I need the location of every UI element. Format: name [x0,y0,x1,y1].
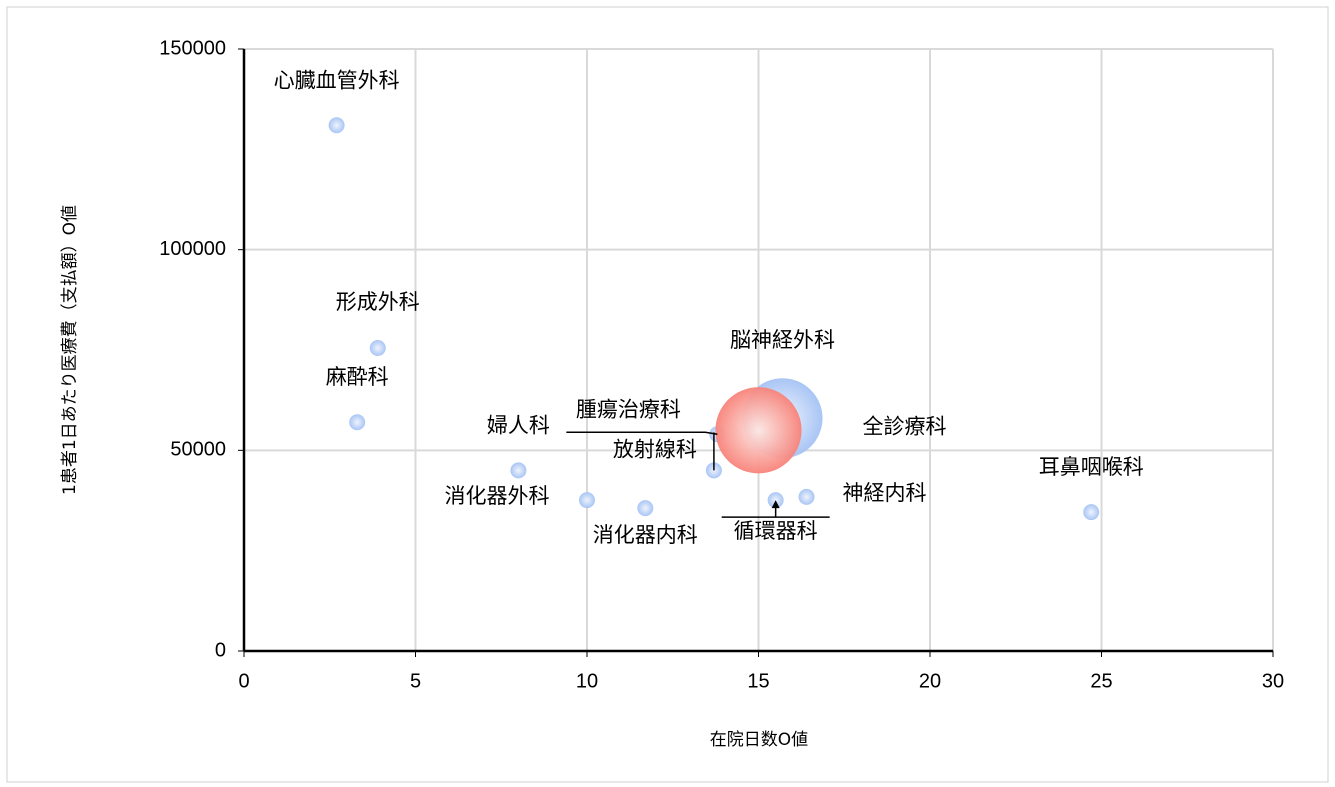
data-label: 心臓血管外科 [274,68,400,92]
data-label: 耳鼻咽喉科 [1039,455,1144,479]
x-tick-label: 20 [919,670,941,692]
data-label: 腫瘍治療科 [576,397,681,421]
data-label: 脳神経外科 [730,328,835,352]
bubble [579,492,595,509]
data-label: 消化器外科 [445,484,550,508]
bubble [715,387,802,474]
data-label: 全診療科 [863,414,947,438]
x-tick-label: 0 [238,670,249,692]
y-tick-label: 50000 [170,439,226,461]
bubble [637,500,654,517]
bubble [510,462,527,479]
y-axis-title: 1患者1日あたり医療費（支払額）O値 [60,205,80,495]
data-label: 放射線科 [613,437,697,461]
x-axis-title: 在院日数O値 [710,730,808,750]
data-label: 麻酔科 [326,365,389,389]
x-tick-label: 15 [747,670,769,692]
bubble [1083,504,1100,521]
y-tick-label: 0 [215,639,226,661]
chart-frame [6,6,1329,783]
data-label: 消化器内科 [593,523,698,547]
bubble [798,488,815,505]
x-tick-label: 10 [576,670,598,692]
bubble [328,117,345,134]
x-tick-label: 5 [410,670,421,692]
bubble [369,339,386,356]
data-label: 婦人科 [487,413,550,437]
leader-arrow [771,500,780,509]
bubble [349,414,366,431]
data-label: 神経内科 [843,481,927,505]
x-tick-label: 30 [1262,670,1284,692]
data-label: 循環器科 [734,519,818,543]
y-tick-label: 150000 [159,37,226,59]
data-label: 形成外科 [336,290,420,314]
x-tick-label: 25 [1090,670,1112,692]
y-tick-label: 100000 [159,238,226,260]
